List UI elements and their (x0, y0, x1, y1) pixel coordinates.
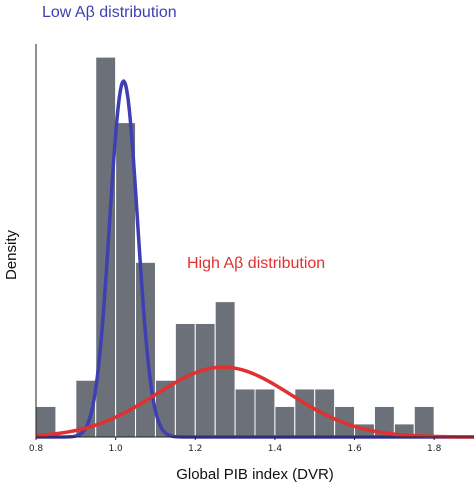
high-abeta-annotation: High Aβ distribution (187, 255, 325, 272)
x-tick-label: 1.2 (188, 444, 202, 454)
y-axis-label: Density (3, 229, 20, 280)
histogram-bar (254, 388, 276, 438)
axes (35, 44, 474, 438)
histogram-bar (194, 322, 216, 438)
x-tick-label: 1.6 (347, 444, 362, 454)
high-abeta-curve (35, 365, 475, 439)
histogram-bar (274, 405, 296, 438)
histogram-bar (234, 388, 256, 438)
x-tick-label: 0.8 (29, 444, 44, 454)
histogram-bar (95, 56, 117, 438)
histogram-bar (413, 405, 435, 438)
x-tick-label: 1.0 (108, 444, 123, 454)
x-axis-ticks: 0.8 1.0 1.2 1.4 1.6 1.8 (29, 437, 442, 454)
low-abeta-annotation: Low Aβ distribution (42, 4, 177, 21)
histogram-bar (294, 388, 316, 438)
x-tick-label: 1.4 (268, 444, 283, 454)
x-tick-label: 1.8 (427, 444, 442, 454)
x-axis-label: Global PIB index (DVR) (176, 466, 334, 483)
